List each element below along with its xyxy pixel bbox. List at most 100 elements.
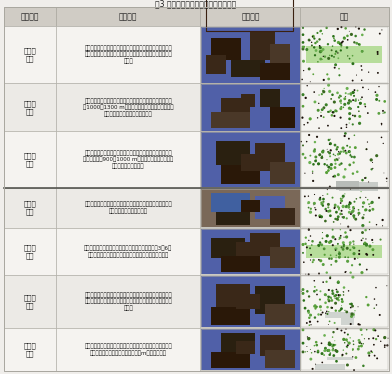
Point [343,150,349,156]
Point [338,93,344,99]
Bar [201,276,299,327]
Point [330,219,337,225]
Point [306,322,312,328]
Point [328,295,334,301]
Point [345,342,351,348]
Bar [300,328,389,371]
Point [305,205,312,211]
Point [313,154,319,160]
Point [329,297,335,303]
Point [335,241,341,247]
Point [310,161,317,167]
Point [300,58,307,64]
Point [363,236,369,242]
Point [356,251,362,257]
Point [319,235,326,241]
Point [319,242,325,248]
Bar [200,328,300,371]
Point [312,205,318,211]
Point [380,140,387,146]
Point [336,95,342,101]
Point [328,341,335,347]
Bar [301,132,388,187]
Point [344,344,350,350]
Point [330,347,336,353]
Point [342,131,348,137]
Point [370,335,376,341]
Point [349,209,355,215]
Point [309,366,316,372]
Point [332,173,338,179]
Point [329,288,336,294]
Point [332,165,338,171]
Point [335,214,341,220]
Bar [236,294,260,309]
Point [327,318,333,324]
Point [326,340,332,346]
Point [330,242,336,248]
Point [312,139,318,145]
Point [339,298,345,304]
Point [332,62,339,68]
Point [359,332,365,338]
Point [325,123,331,129]
Point [336,236,342,242]
Point [331,35,337,41]
Bar [221,256,260,272]
Point [300,340,306,346]
Bar [306,245,382,258]
Point [356,120,363,126]
Point [323,25,330,31]
Point [316,100,322,106]
Point [337,292,343,298]
Point [306,310,312,316]
Point [339,352,346,358]
Point [338,125,345,131]
Point [327,150,333,156]
Point [331,205,338,211]
Text: 低地水
产型: 低地水 产型 [24,294,36,309]
Point [350,312,357,318]
Point [309,350,315,356]
Point [344,45,350,50]
Point [356,108,362,114]
Point [307,79,314,85]
Point [307,245,313,251]
Point [340,289,346,295]
Point [306,315,312,321]
Text: 分布在云台山农地，于建筑密集大片区结合，户户小的种植生
产养殖，充分利用树林材料: 分布在云台山农地，于建筑密集大片区结合，户户小的种植生 产养殖，充分利用树林材料 [84,202,172,214]
Point [346,136,352,142]
Point [336,292,342,298]
Point [311,191,318,197]
Point [312,52,318,58]
Bar [255,286,285,315]
Point [335,278,341,284]
Point [384,178,390,184]
Point [365,86,372,92]
Point [350,347,356,353]
Point [340,246,346,252]
Point [367,227,373,233]
Point [334,289,341,295]
Point [325,347,331,353]
Point [330,109,336,115]
Bar [336,181,359,190]
Point [363,227,369,233]
Point [332,157,338,163]
Point [332,320,338,326]
Point [327,213,334,219]
Point [319,56,326,62]
Point [340,240,347,246]
Bar [56,7,200,26]
Point [353,355,359,361]
Point [348,31,354,37]
Bar [260,63,290,80]
Bar [206,0,293,31]
Point [327,88,333,94]
Point [320,196,327,202]
Point [361,336,368,342]
Bar [206,55,226,74]
Point [336,151,343,157]
Point [323,206,329,212]
Point [363,175,369,181]
